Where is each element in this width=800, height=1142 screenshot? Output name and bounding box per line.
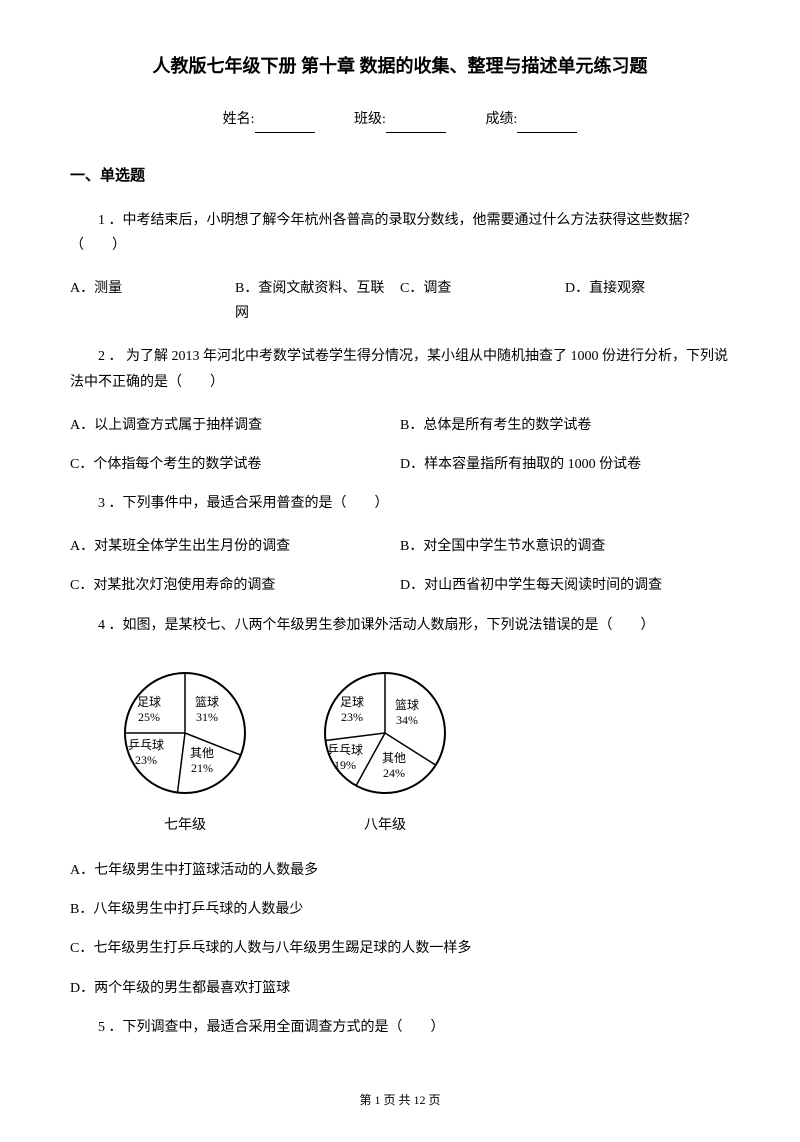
chart-grade-8: 足球23% 篮球34% 其他24% 乒乓球19% 八年级 <box>310 658 460 838</box>
pie7-pingpong: 乒乓球23% <box>128 738 164 769</box>
q4-option-b: B．八年级男生中打乒乓球的人数最少 <box>70 897 730 922</box>
question-4: 4 ．如图，是某校七、八两个年级男生参加课外活动人数扇形，下列说法错误的是（ ） <box>70 613 730 638</box>
q3-options-r1: A．对某班全体学生出生月份的调查 B．对全国中学生节水意识的调查 <box>70 534 730 559</box>
chart-7-label: 七年级 <box>164 813 206 838</box>
q3-option-a: A．对某班全体学生出生月份的调查 <box>70 534 400 559</box>
question-3: 3 ．下列事件中，最适合采用普查的是（ ） <box>70 491 730 516</box>
q1-options: A．测量 B．查阅文献资料、互联网 C．调查 D．直接观察 <box>70 276 730 326</box>
q3-option-d: D．对山西省初中学生每天阅读时间的调查 <box>400 573 730 598</box>
q1-option-d: D．直接观察 <box>565 276 730 301</box>
name-blank <box>255 117 315 133</box>
section-1-header: 一、单选题 <box>70 163 730 190</box>
q4-option-a: A．七年级男生中打篮球活动的人数最多 <box>70 858 730 883</box>
pie7-soccer: 足球25% <box>137 695 161 726</box>
class-blank <box>386 117 446 133</box>
chart-8-label: 八年级 <box>364 813 406 838</box>
name-label: 姓名: <box>223 112 255 127</box>
score-blank <box>517 117 577 133</box>
q2-options-r1: A．以上调查方式属于抽样调查 B．总体是所有考生的数学试卷 <box>70 413 730 438</box>
q2-option-c: C．个体指每个考生的数学试卷 <box>70 452 400 477</box>
pie8-soccer: 足球23% <box>340 695 364 726</box>
q4-option-d: D．两个年级的男生都最喜欢打篮球 <box>70 976 730 1001</box>
pie8-other: 其他24% <box>382 751 406 782</box>
q1-option-c: C．调查 <box>400 276 565 301</box>
q3-options-r2: C．对某批次灯泡使用寿命的调查 D．对山西省初中学生每天阅读时间的调查 <box>70 573 730 598</box>
q1-option-a: A．测量 <box>70 276 235 301</box>
pie8-basketball: 篮球34% <box>395 698 419 729</box>
pie-chart-8-icon <box>310 658 460 808</box>
student-info-line: 姓名: 班级: 成绩: <box>70 107 730 132</box>
pie8-pingpong: 乒乓球19% <box>327 743 363 774</box>
chart-grade-7: 足球25% 篮球31% 其他21% 乒乓球23% 七年级 <box>110 658 260 838</box>
q3-option-c: C．对某批次灯泡使用寿命的调查 <box>70 573 400 598</box>
q2-options-r2: C．个体指每个考生的数学试卷 D．样本容量指所有抽取的 1000 份试卷 <box>70 452 730 477</box>
question-1: 1 ．中考结束后，小明想了解今年杭州各普高的录取分数线，他需要通过什么方法获得这… <box>70 208 730 258</box>
question-2: 2 ． 为了解 2013 年河北中考数学试卷学生得分情况，某小组从中随机抽查了 … <box>70 344 730 394</box>
pie-chart-7-icon <box>110 658 260 808</box>
q3-option-b: B．对全国中学生节水意识的调查 <box>400 534 730 559</box>
q2-option-d: D．样本容量指所有抽取的 1000 份试卷 <box>400 452 730 477</box>
q2-option-b: B．总体是所有考生的数学试卷 <box>400 413 730 438</box>
page-title: 人教版七年级下册 第十章 数据的收集、整理与描述单元练习题 <box>70 50 730 82</box>
q2-option-a: A．以上调查方式属于抽样调查 <box>70 413 400 438</box>
q4-option-c: C．七年级男生打乒乓球的人数与八年级男生踢足球的人数一样多 <box>70 936 730 961</box>
score-label: 成绩: <box>485 112 517 127</box>
pie-charts: 足球25% 篮球31% 其他21% 乒乓球23% 七年级 足球23% 篮球34%… <box>110 658 730 838</box>
question-5: 5 ．下列调查中，最适合采用全面调查方式的是（ ） <box>70 1015 730 1040</box>
pie7-other: 其他21% <box>190 746 214 777</box>
class-label: 班级: <box>354 112 386 127</box>
page-footer: 第 1 页 共 12 页 <box>70 1090 730 1112</box>
pie7-basketball: 篮球31% <box>195 695 219 726</box>
q1-option-b: B．查阅文献资料、互联网 <box>235 276 400 326</box>
